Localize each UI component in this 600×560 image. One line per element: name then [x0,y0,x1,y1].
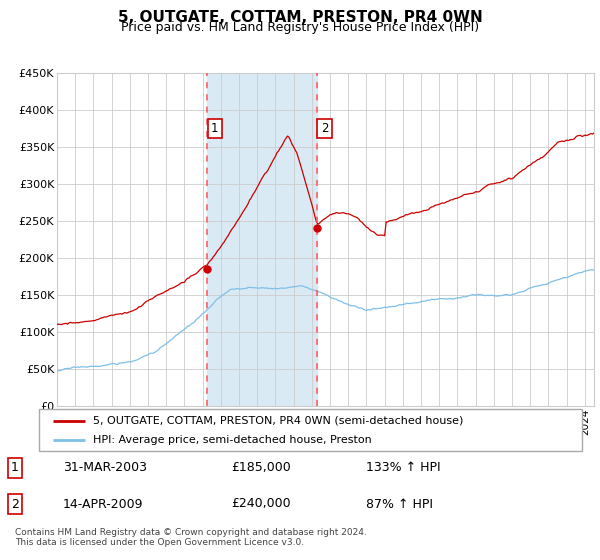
Text: 5, OUTGATE, COTTAM, PRESTON, PR4 0WN (semi-detached house): 5, OUTGATE, COTTAM, PRESTON, PR4 0WN (se… [94,416,464,426]
Text: £185,000: £185,000 [231,461,291,474]
Text: 5, OUTGATE, COTTAM, PRESTON, PR4 0WN: 5, OUTGATE, COTTAM, PRESTON, PR4 0WN [118,10,482,25]
Text: HPI: Average price, semi-detached house, Preston: HPI: Average price, semi-detached house,… [94,435,372,445]
Text: 31-MAR-2003: 31-MAR-2003 [63,461,147,474]
Bar [207,73,317,406]
Text: 2: 2 [321,122,328,135]
Text: 1: 1 [211,122,218,135]
Text: 14-APR-2009: 14-APR-2009 [63,497,143,511]
Text: 87% ↑ HPI: 87% ↑ HPI [366,497,433,511]
FancyBboxPatch shape [39,409,582,451]
Text: Price paid vs. HM Land Registry's House Price Index (HPI): Price paid vs. HM Land Registry's House … [121,21,479,34]
Text: 2: 2 [11,497,19,511]
Text: £240,000: £240,000 [231,497,290,511]
Text: 1: 1 [11,461,19,474]
Text: 133% ↑ HPI: 133% ↑ HPI [366,461,440,474]
Text: Contains HM Land Registry data © Crown copyright and database right 2024.
This d: Contains HM Land Registry data © Crown c… [15,528,367,547]
